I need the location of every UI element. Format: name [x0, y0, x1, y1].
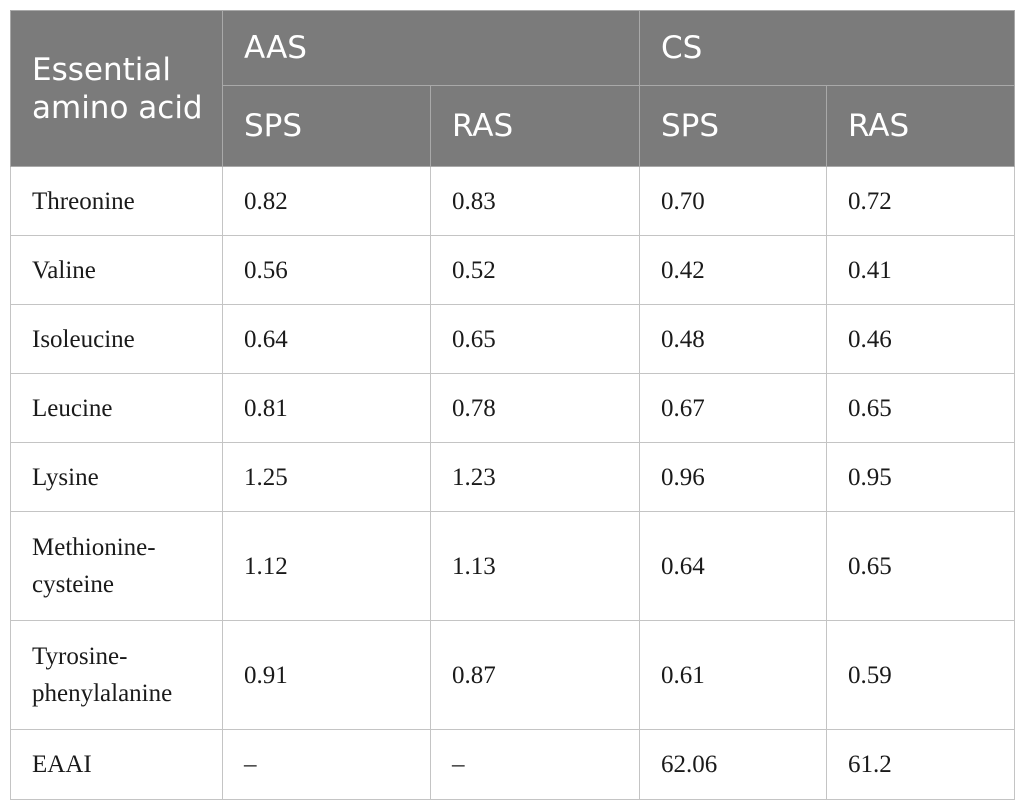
- cell-amino-acid: Leucine: [10, 373, 223, 443]
- header-cs: CS: [638, 10, 1016, 86]
- table-row: Threonine 0.82 0.83 0.70 0.72: [10, 166, 1016, 236]
- cell-aas-ras: 1.23: [430, 442, 640, 512]
- cell-amino-acid: Lysine: [10, 442, 223, 512]
- table-row: Lysine 1.25 1.23 0.96 0.95: [10, 442, 1016, 512]
- table-row: Isoleucine 0.64 0.65 0.48 0.46: [10, 304, 1016, 374]
- cell-cs-ras: 0.95: [825, 442, 1016, 512]
- cell-cs-ras: 0.59: [825, 620, 1016, 730]
- amino-acid-score-table: Essential amino acid AAS CS SPS RAS SPS …: [10, 10, 1016, 800]
- header-cs-ras: RAS: [825, 85, 1016, 167]
- table-row: Leucine 0.81 0.78 0.67 0.65: [10, 373, 1016, 443]
- cell-amino-acid: Methionine-cysteine: [10, 511, 223, 621]
- header-row-groups: Essential amino acid AAS CS: [10, 10, 1016, 167]
- cell-aas-ras: –: [430, 729, 640, 800]
- cell-aas-sps: 1.12: [222, 511, 431, 621]
- cell-cs-sps: 0.70: [639, 166, 827, 236]
- cell-aas-sps: 0.81: [222, 373, 431, 443]
- cell-aas-ras: 0.83: [430, 166, 640, 236]
- table-body: Threonine 0.82 0.83 0.70 0.72 Valine 0.5…: [10, 166, 1016, 800]
- cell-aas-sps: 0.56: [222, 235, 431, 305]
- table-container: Essential amino acid AAS CS SPS RAS SPS …: [10, 10, 1016, 800]
- table-header: Essential amino acid AAS CS SPS RAS SPS …: [10, 10, 1016, 167]
- cell-aas-sps: 1.25: [222, 442, 431, 512]
- cell-aas-ras: 0.78: [430, 373, 640, 443]
- cell-cs-ras: 0.65: [825, 511, 1016, 621]
- table-row: Valine 0.56 0.52 0.42 0.41: [10, 235, 1016, 305]
- cell-cs-ras: 0.41: [825, 235, 1016, 305]
- cell-cs-sps: 0.42: [639, 235, 827, 305]
- cell-cs-sps: 0.67: [639, 373, 827, 443]
- header-aas-ras: RAS: [430, 85, 640, 167]
- header-aas: AAS: [222, 10, 640, 86]
- cell-cs-sps: 0.64: [639, 511, 827, 621]
- cell-aas-ras: 0.87: [430, 620, 640, 730]
- cell-cs-sps: 0.96: [639, 442, 827, 512]
- table-row: Tyrosine-phenylalanine 0.91 0.87 0.61 0.…: [10, 620, 1016, 730]
- cell-cs-sps: 0.61: [639, 620, 827, 730]
- header-cs-sps: SPS: [639, 85, 827, 167]
- cell-aas-ras: 1.13: [430, 511, 640, 621]
- cell-cs-sps: 0.48: [639, 304, 827, 374]
- cell-cs-ras: 0.65: [825, 373, 1016, 443]
- cell-amino-acid: Valine: [10, 235, 223, 305]
- cell-amino-acid: EAAI: [10, 729, 223, 800]
- header-aas-sps: SPS: [222, 85, 431, 167]
- cell-aas-ras: 0.65: [430, 304, 640, 374]
- cell-cs-ras: 0.72: [825, 166, 1016, 236]
- cell-amino-acid: Threonine: [10, 166, 223, 236]
- cell-aas-sps: 0.91: [222, 620, 431, 730]
- cell-amino-acid: Tyrosine-phenylalanine: [10, 620, 223, 730]
- cell-aas-sps: 0.64: [222, 304, 431, 374]
- cell-aas-ras: 0.52: [430, 235, 640, 305]
- header-essential-amino-acid: Essential amino acid: [10, 10, 223, 167]
- cell-amino-acid: Isoleucine: [10, 304, 223, 374]
- cell-cs-sps: 62.06: [639, 729, 827, 800]
- cell-cs-ras: 0.46: [825, 304, 1016, 374]
- table-row-eaai: EAAI – – 62.06 61.2: [10, 729, 1016, 800]
- cell-aas-sps: 0.82: [222, 166, 431, 236]
- header-row-subgroups: SPS RAS SPS RAS: [11, 85, 1016, 167]
- cell-aas-sps: –: [222, 729, 431, 800]
- cell-cs-ras: 61.2: [825, 729, 1016, 800]
- table-row: Methionine-cysteine 1.12 1.13 0.64 0.65: [10, 511, 1016, 621]
